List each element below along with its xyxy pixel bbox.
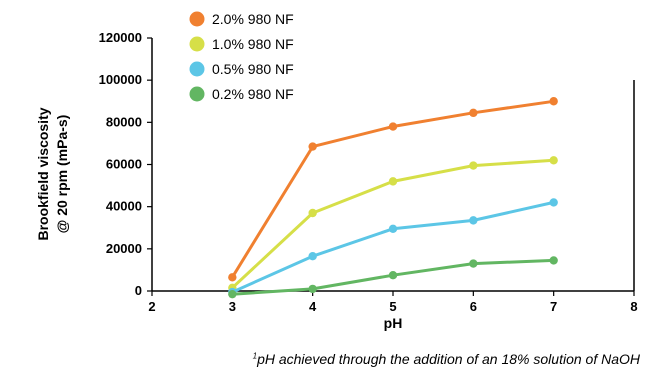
legend-label: 0.2% 980 NF <box>212 86 294 102</box>
data-point <box>228 289 237 299</box>
legend-label: 1.0% 980 NF <box>212 36 294 52</box>
data-point <box>549 156 558 165</box>
x-tick-label: 3 <box>229 299 236 314</box>
axes: 0 20000 40000 60000 80000 100000 120000 2 3 4 5 6 7 8 <box>99 30 638 314</box>
y-tick-label: 40000 <box>106 199 142 214</box>
x-tick-label: 7 <box>550 299 557 314</box>
data-point <box>469 108 478 118</box>
x-tick-label: 6 <box>470 299 477 314</box>
data-point <box>308 142 317 151</box>
legend-marker <box>189 36 205 52</box>
data-point <box>388 122 398 131</box>
legend-label: 2.0% 980 NF <box>212 11 294 27</box>
y-tick-label: 60000 <box>106 157 142 172</box>
y-axis-title-line-2: @ 20 rpm (mPa-s) <box>54 115 70 234</box>
data-point <box>549 97 558 106</box>
data-point <box>308 252 317 261</box>
y-axis-title-line-1: Brookfield viscosity <box>35 107 51 240</box>
legend-label: 0.5% 980 NF <box>212 61 294 77</box>
legend-item: 0.5% 980 NF <box>189 61 294 77</box>
footnote-marker: 1 <box>252 351 258 361</box>
legend-item: 1.0% 980 NF <box>189 36 294 52</box>
x-tick-label: 2 <box>148 299 155 314</box>
data-point <box>469 161 478 170</box>
x-tick-label: 8 <box>630 299 637 314</box>
data-point <box>549 256 558 265</box>
legend-marker <box>189 61 205 77</box>
footnote: 1pH achieved through the addition of an … <box>0 351 640 367</box>
x-axis-title: pH <box>384 315 403 331</box>
legend-marker <box>189 11 205 27</box>
legend-marker <box>189 86 205 102</box>
y-tick-label: 100000 <box>99 72 142 87</box>
legend: 2.0% 980 NF 1.0% 980 NF 0.5% 980 NF 0.2% 98… <box>189 11 294 102</box>
data-point <box>469 216 478 225</box>
legend-item: 2.0% 980 NF <box>189 11 294 27</box>
data-point <box>388 177 398 186</box>
y-tick-label: 80000 <box>106 114 142 129</box>
y-tick-label: 0 <box>135 283 142 298</box>
series-4 <box>228 256 558 299</box>
y-tick-label: 20000 <box>106 241 142 256</box>
data-point <box>388 270 398 280</box>
data-point <box>469 259 478 268</box>
footnote-text: pH achieved through the addition of an 1… <box>257 351 640 367</box>
data-point <box>228 273 237 282</box>
y-tick-label: 120000 <box>99 30 142 45</box>
data-point <box>308 208 317 218</box>
x-tick-label: 5 <box>389 299 396 314</box>
data-point <box>308 284 317 294</box>
x-tick-label: 4 <box>309 299 317 314</box>
legend-item: 0.2% 980 NF <box>189 86 294 102</box>
data-point <box>388 224 398 234</box>
series-1 <box>228 97 558 282</box>
series-layer <box>228 97 558 299</box>
data-point <box>549 198 558 207</box>
